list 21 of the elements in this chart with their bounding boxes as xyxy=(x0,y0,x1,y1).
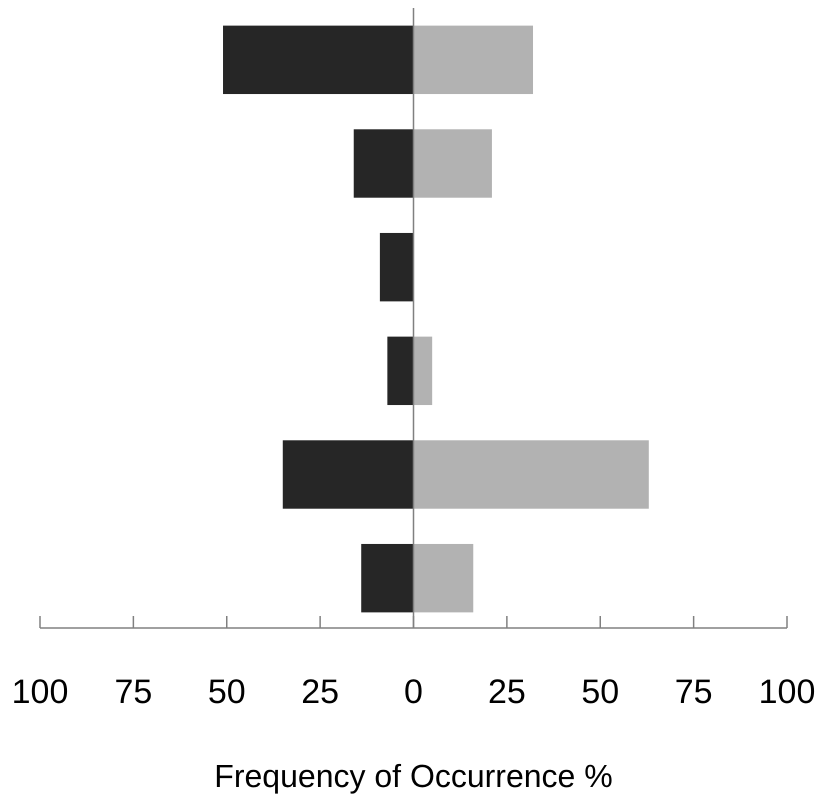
x-tick-label: 75 xyxy=(674,673,713,711)
bar xyxy=(361,544,414,612)
x-tick-label: 50 xyxy=(208,673,246,711)
bar xyxy=(414,544,474,612)
bar xyxy=(354,129,414,198)
x-tick-label: 50 xyxy=(581,673,620,711)
bar xyxy=(380,232,414,302)
x-tick-label: 100 xyxy=(12,673,68,711)
bar xyxy=(414,336,432,406)
bar xyxy=(414,129,492,198)
x-tick-label: 75 xyxy=(114,673,152,711)
x-tick-label: 25 xyxy=(301,673,340,711)
x-tick-label: 0 xyxy=(404,673,423,711)
x-axis-title: Frequency of Occurrence % xyxy=(214,758,613,794)
bar xyxy=(414,26,534,94)
bar xyxy=(282,440,414,509)
bar xyxy=(387,336,414,406)
x-tick-label: 100 xyxy=(758,673,816,711)
bar xyxy=(414,440,649,509)
x-tick-label: 25 xyxy=(488,673,526,711)
bar xyxy=(223,26,414,94)
